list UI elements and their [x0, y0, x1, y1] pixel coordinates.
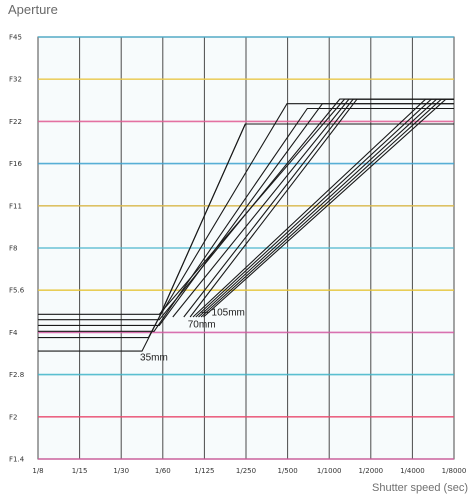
y-tick-label: F8 — [9, 245, 17, 253]
x-tick-label: 1/60 — [155, 467, 171, 475]
x-tick-label: 1/15 — [72, 467, 88, 475]
x-tick-label: 1/30 — [113, 467, 129, 475]
series-group — [38, 98, 454, 352]
y-tick-label: F45 — [9, 34, 22, 42]
x-tick-label: 1/125 — [194, 467, 214, 475]
y-tick-label: F1.4 — [9, 456, 25, 464]
y-tick-label: F11 — [9, 202, 22, 210]
x-tick-label: 1/8000 — [442, 467, 467, 475]
x-tick-label: 1/4000 — [400, 467, 425, 475]
series-line — [38, 107, 454, 332]
x-tick-labels: 1/8 1/15 1/30 1/60 1/125 1/250 1/500 1/1000 1/20… — [32, 467, 466, 475]
annotation-label: 105mm — [212, 307, 245, 318]
y-tick-label: F22 — [9, 118, 22, 126]
series-line — [158, 123, 246, 318]
y-tick-label: F32 — [9, 76, 22, 84]
series-line — [38, 103, 454, 326]
y-tick-label: F16 — [9, 160, 22, 168]
x-tick-label: 1/500 — [278, 467, 298, 475]
annotation-label: 35mm — [140, 352, 168, 363]
x-tick-label: 1/8 — [32, 467, 43, 475]
grid — [37, 36, 455, 460]
x-tick-label: 1/1000 — [317, 467, 342, 475]
annotation-label: 70mm — [188, 319, 216, 330]
series-line — [189, 98, 454, 318]
x-tick-label: 1/250 — [236, 467, 256, 475]
y-tick-label: F5.6 — [9, 287, 25, 295]
y-tick-label: F2 — [9, 413, 17, 421]
series-line — [203, 98, 454, 318]
y-tick-label: F4 — [9, 329, 18, 337]
y-tick-labels: F1.4 F2 F2.8 F4 F5.6 F8 F11 F16 F22 F32 F45 — [9, 34, 25, 464]
x-tick-label: 1/2000 — [358, 467, 383, 475]
y-axis-title: Aperture — [8, 2, 58, 17]
x-axis-title: Shutter speed (sec) — [372, 482, 468, 494]
y-tick-label: F2.8 — [9, 371, 24, 379]
